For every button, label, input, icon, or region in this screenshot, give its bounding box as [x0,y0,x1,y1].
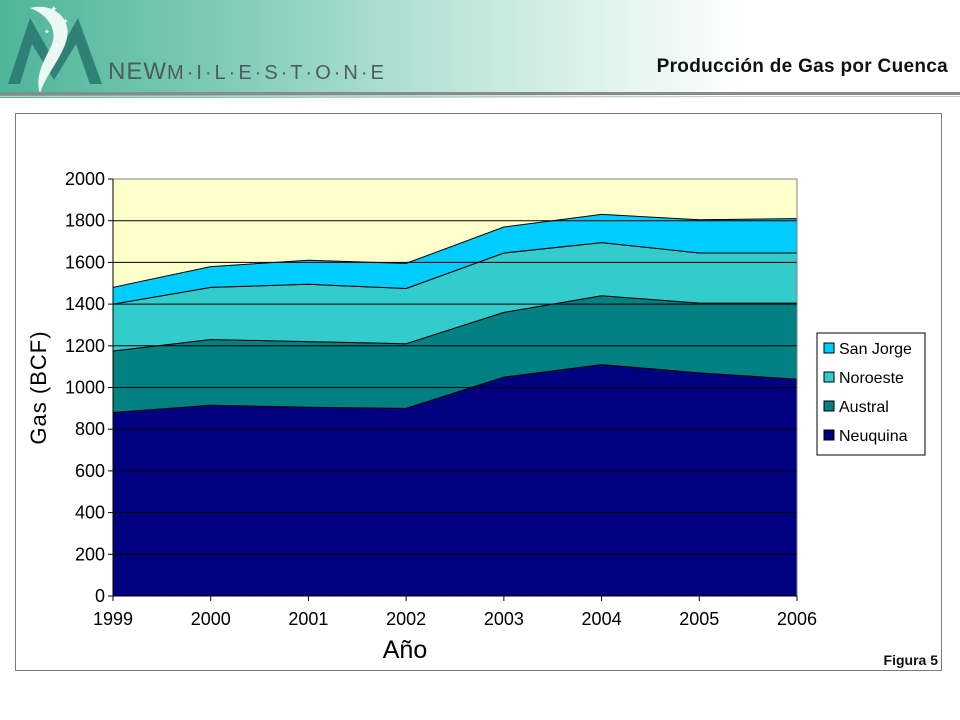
brand-new: NEW [108,58,167,85]
legend-box [816,332,926,456]
stacked-area-chart: 0 200 400 600 800 1000 1200 1400 1600 1800 2000 199… [26,169,926,664]
y-tick-label: 1400 [65,294,105,314]
y-tick-label: 600 [75,461,105,481]
x-tick-label: 2003 [484,609,524,629]
x-axis-title: Año [383,636,427,664]
svg-text:✦: ✦ [62,17,69,26]
brand-wordmark: NEWM·I·L·E·S·T·O·N·E [108,58,387,86]
y-tick-label: 1200 [65,336,105,356]
y-tick-label: 400 [75,503,105,523]
legend-swatch-san-jorge [823,342,835,354]
x-tick-label: 2000 [191,609,231,629]
slide-title: Producción de Gas por Cuenca [656,56,948,77]
svg-text:✦: ✦ [54,42,60,50]
x-tick-label: 2006 [777,609,817,629]
y-tick-label: 1000 [65,378,105,398]
y-tick-label: 1800 [65,211,105,231]
legend-label-austral: Austral [839,399,889,416]
y-tick-label: 0 [95,586,105,606]
y-axis-title: Gas (BCF) [26,330,51,444]
legend-label-neuquina: Neuquina [839,428,908,445]
x-tick-label: 1999 [93,609,133,629]
header-divider [0,92,960,95]
brand-milestone: M·I·L·E·S·T·O·N·E [167,62,387,84]
y-tick-label: 800 [75,419,105,439]
legend-label-san-jorge: San Jorge [839,341,912,358]
legend-swatch-austral [823,400,835,412]
svg-text:✦: ✦ [50,4,58,14]
chart-frame: 0 200 400 600 800 1000 1200 1400 1600 1800 2000 199… [15,113,942,671]
x-tick-label: 2001 [288,609,328,629]
y-tick-label: 200 [75,544,105,564]
legend-swatch-noroeste [823,371,835,383]
y-tick-label: 2000 [65,169,105,189]
legend-swatch-neuquina [823,429,835,441]
svg-text:✦: ✦ [44,28,50,36]
milestone-logo-icon: ✦ ✦ ✦ ✦ [8,4,102,94]
x-tick-label: 2005 [679,609,719,629]
header-divider-thin [0,96,960,97]
x-tick-label: 2002 [386,609,426,629]
x-tick-label: 2004 [582,609,622,629]
figure-label: Figura 5 [883,652,938,668]
slide-header: ✦ ✦ ✦ ✦ NEWM·I·L·E·S·T·O·N·E Producción … [0,0,960,98]
y-tick-label: 1600 [65,252,105,272]
legend-label-noroeste: Noroeste [839,370,904,387]
